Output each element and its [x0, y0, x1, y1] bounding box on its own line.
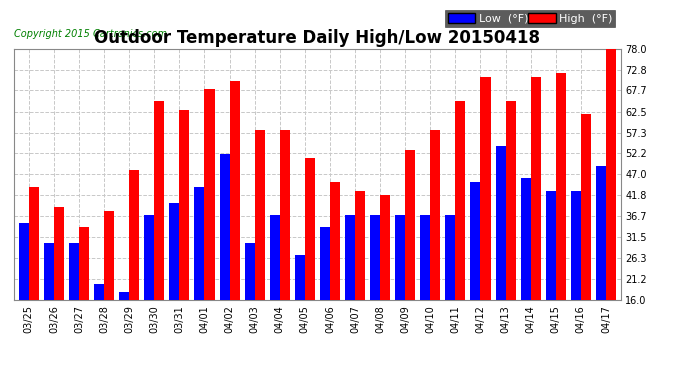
- Bar: [255, 130, 265, 300]
- Bar: [230, 81, 239, 300]
- Bar: [380, 195, 390, 300]
- Bar: [471, 183, 480, 300]
- Legend: Low  (°F), High  (°F): Low (°F), High (°F): [445, 10, 615, 27]
- Bar: [581, 114, 591, 300]
- Bar: [455, 101, 466, 300]
- Bar: [79, 227, 89, 300]
- Bar: [104, 211, 114, 300]
- Bar: [405, 150, 415, 300]
- Bar: [245, 243, 255, 300]
- Bar: [531, 77, 541, 300]
- Bar: [44, 243, 54, 300]
- Bar: [195, 186, 204, 300]
- Bar: [370, 215, 380, 300]
- Bar: [144, 215, 155, 300]
- Bar: [119, 292, 129, 300]
- Bar: [596, 166, 606, 300]
- Bar: [94, 284, 104, 300]
- Bar: [345, 215, 355, 300]
- Text: Copyright 2015 Cartronics.com: Copyright 2015 Cartronics.com: [14, 29, 167, 39]
- Bar: [445, 215, 455, 300]
- Bar: [69, 243, 79, 300]
- Bar: [431, 130, 440, 300]
- Bar: [305, 158, 315, 300]
- Bar: [395, 215, 405, 300]
- Bar: [521, 178, 531, 300]
- Bar: [506, 101, 515, 300]
- Bar: [54, 207, 64, 300]
- Bar: [270, 215, 279, 300]
- Bar: [571, 190, 581, 300]
- Bar: [179, 110, 190, 300]
- Title: Outdoor Temperature Daily High/Low 20150418: Outdoor Temperature Daily High/Low 20150…: [95, 29, 540, 47]
- Bar: [606, 49, 616, 300]
- Bar: [320, 227, 330, 300]
- Bar: [495, 146, 506, 300]
- Bar: [29, 186, 39, 300]
- Bar: [279, 130, 290, 300]
- Bar: [546, 190, 555, 300]
- Bar: [129, 170, 139, 300]
- Bar: [19, 223, 29, 300]
- Bar: [555, 73, 566, 300]
- Bar: [480, 77, 491, 300]
- Bar: [219, 154, 230, 300]
- Bar: [355, 190, 365, 300]
- Bar: [420, 215, 431, 300]
- Bar: [155, 101, 164, 300]
- Bar: [295, 255, 305, 300]
- Bar: [204, 89, 215, 300]
- Bar: [330, 183, 340, 300]
- Bar: [169, 203, 179, 300]
